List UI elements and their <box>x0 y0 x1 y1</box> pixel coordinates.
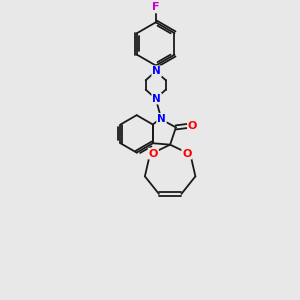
Text: O: O <box>188 121 197 131</box>
Text: O: O <box>182 148 192 159</box>
Text: F: F <box>152 2 160 12</box>
Text: O: O <box>149 148 158 159</box>
Text: N: N <box>157 114 166 124</box>
Text: N: N <box>152 94 161 103</box>
Text: N: N <box>152 66 161 76</box>
